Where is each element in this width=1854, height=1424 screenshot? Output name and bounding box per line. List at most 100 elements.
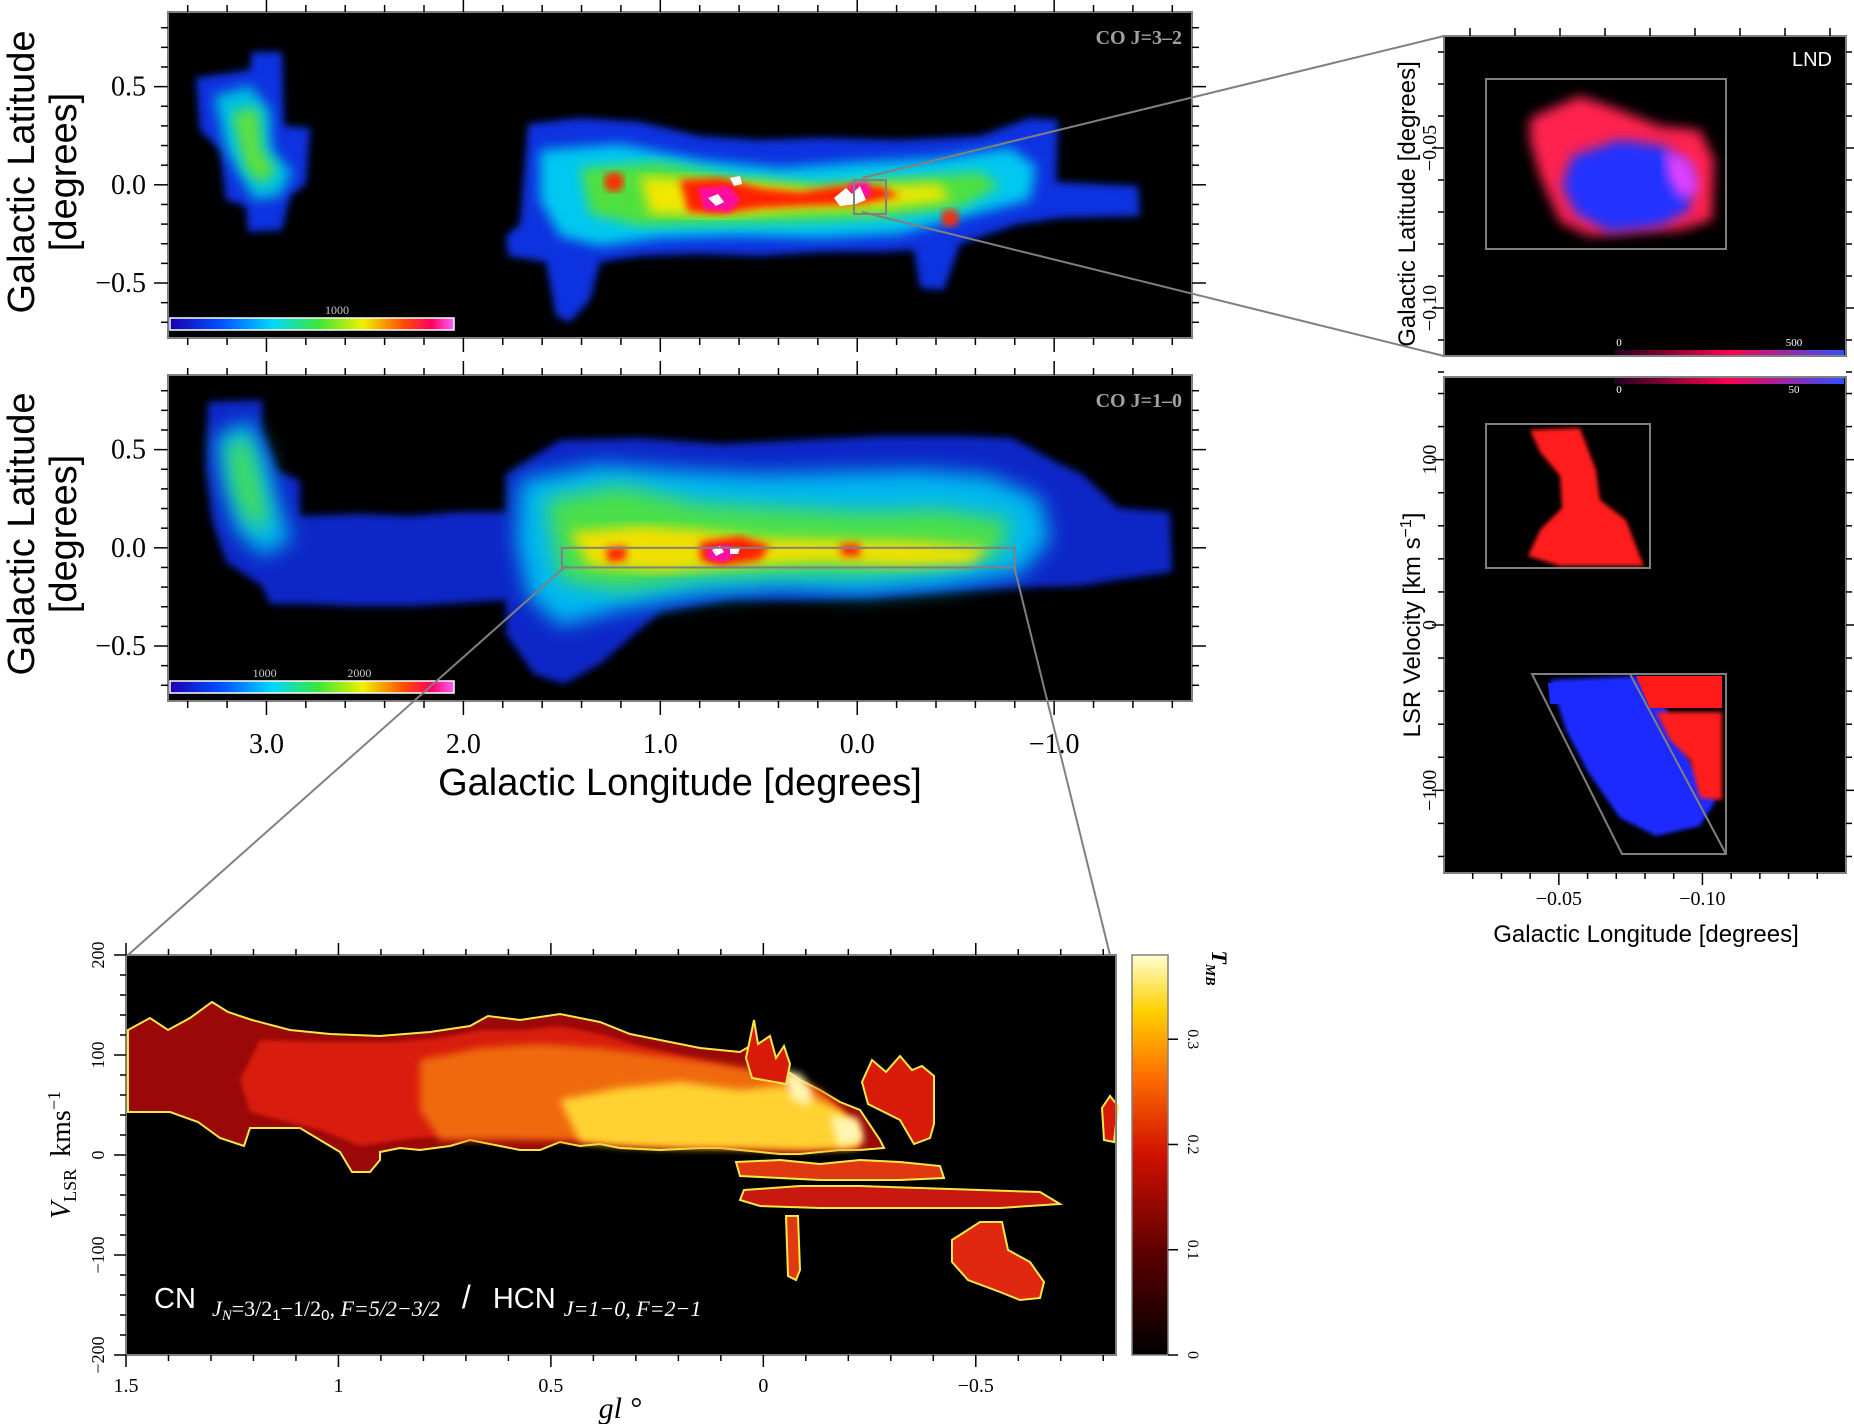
co10-emission: [206, 400, 1172, 684]
co32-frame: [167, 11, 1193, 339]
co32-ylabel-line2: [degrees]: [43, 93, 85, 251]
lnd-pv-red-lower: [1656, 712, 1722, 800]
co32-panel: 1000 CO J=3–2 0.5 0.0 −0.5 Galactic Latitu…: [1, 0, 1206, 352]
y-tick-label: 0: [88, 1151, 108, 1160]
lnd-map-blue: [1562, 140, 1690, 232]
lnd-pv-colorbar-ticks: 0 50: [1616, 384, 1800, 396]
y-tick-label: −0.05: [1419, 125, 1441, 171]
co32-label: CO J=3–2: [1096, 27, 1182, 49]
cn-hcn-x-ticks: 1.5 1 0.5 0 −0.5: [114, 943, 1105, 1397]
co32-colorbar-ticks: 1000: [325, 303, 349, 317]
x-tick-label: 2.0: [446, 729, 481, 760]
y-tick-label: −200: [88, 1336, 108, 1373]
co32-emission-white: [708, 176, 866, 206]
y-tick-label: −0.10: [1419, 285, 1441, 331]
co32-x-ticks: [186, 0, 1174, 352]
lnd-pv-ylabel: LSR Velocity [km s−1]: [1398, 513, 1426, 738]
lnd-pv-ylabel-sup: −1: [1398, 519, 1415, 537]
x-tick-label: 1.5: [114, 1375, 139, 1397]
lnd-pv-box-upper: [1485, 423, 1651, 569]
co32-ylabel-line1: Galactic Latitude: [1, 30, 43, 313]
cn-hcn-emission-band-2: [738, 1185, 1064, 1209]
x-tick-label: −0.10: [1679, 888, 1725, 910]
lnd-pv-ylabel-end: ]: [1399, 513, 1426, 520]
lnd-map-emission: [1530, 96, 1714, 236]
y-tick-label: 0.0: [111, 170, 146, 201]
cn-hcn-ylabel: VLSRkms−1: [44, 1091, 80, 1219]
colorbar-tick-label: 2000: [347, 666, 371, 680]
lnd-map-frame: [1443, 35, 1847, 357]
lnd-map-colorbar: [1614, 350, 1844, 355]
co32-lnd-zoom-box: [853, 179, 887, 215]
co10-xlabel: Galactic Longitude [degrees]: [438, 762, 922, 804]
colorbar-tick-label: 500: [1786, 337, 1803, 349]
lnd-map-panel: 0 500 LND −0.05 −0.10 Galactic Latitude [d…: [1394, 28, 1854, 373]
connector-co32-to-lnd-top: [861, 35, 1445, 179]
cn-hcn-colorbar-ticks: 0 0.1 0.2 0.3: [1168, 1029, 1201, 1359]
cn-hcn-emission: [127, 1000, 1120, 1302]
cn-hcn-plot-area: [126, 955, 1116, 1355]
x-tick-label: 0.0: [840, 729, 875, 760]
lnd-pv-xlabel: Galactic Longitude [degrees]: [1493, 921, 1799, 948]
lnd-pv-red-upper: [1528, 428, 1644, 566]
y-tick-label: −0.5: [95, 268, 146, 299]
lnd-map-colorbar-ticks: 0 500: [1616, 337, 1803, 349]
co32-emission-red-spot-2: [941, 209, 959, 227]
co10-inset-box: [560, 546, 1016, 569]
colorbar-tick-label: 0.3: [1184, 1029, 1201, 1049]
x-tick-label: 0: [758, 1375, 768, 1397]
cn-hcn-xlabel: gl °: [599, 1392, 642, 1424]
cn-hcn-emission-yellow: [560, 1082, 860, 1150]
lnd-pv-diagonal: [1629, 673, 1727, 855]
y-tick-label: 200: [88, 942, 108, 969]
lnd-map-box: [1485, 78, 1727, 250]
colorbar-tick-label: 1000: [325, 303, 349, 317]
co10-ylabel-line1: Galactic Latitude: [1, 392, 43, 675]
colorbar-tick-label: 0: [1616, 337, 1622, 349]
colorbar-tick-label: 50: [1789, 384, 1801, 396]
y-tick-label: 0: [1419, 620, 1441, 630]
connector-co10-to-cn-right: [1013, 565, 1111, 956]
y-tick-label: −0.5: [95, 631, 146, 662]
x-tick-label: 3.0: [249, 729, 284, 760]
co10-frame: [167, 374, 1193, 702]
y-tick-label: 0.5: [111, 435, 146, 466]
x-tick-label: −0.05: [1536, 888, 1582, 910]
lnd-map-ylabel: Galactic Latitude [degrees]: [1394, 61, 1421, 347]
x-tick-label: 1: [333, 1375, 343, 1397]
y-tick-label: 100: [88, 1042, 108, 1069]
lnd-pv-y-ticks: 100 0 −100: [1419, 392, 1854, 858]
cn-hcn-panel: 0 0.1 0.2 0.3 TMB 1.5 1 0.5 0 −0.5 200 100 0 −100 −…: [44, 942, 1232, 1424]
cn-hcn-emission-band-1: [734, 1158, 946, 1181]
cn-hcn-emission-drip: [784, 1215, 802, 1282]
connector-co32-to-lnd-bottom: [861, 211, 1445, 357]
cn-hcn-title: CN JN=3/21−1/20, F=5/2−3/2 / HCN J=1−0, …: [154, 1279, 701, 1324]
lnd-pv-blue-lower: [1550, 676, 1716, 836]
cn-hcn-emission-pale: [780, 1070, 864, 1146]
co10-ylabel-line2: [degrees]: [43, 455, 85, 613]
lnd-pv-panel: 0 50 −0.05 −0.10 100 0 −100 LSR Velocity [km…: [1398, 376, 1854, 948]
y-tick-label: 0.5: [111, 72, 146, 103]
co10-label: CO J=1–0: [1096, 390, 1182, 412]
y-tick-label: 0.0: [111, 533, 146, 564]
y-tick-label: −100: [88, 1236, 108, 1273]
co32-y-ticks: 0.5 0.0 −0.5: [95, 26, 1206, 324]
lnd-pv-red-band: [1636, 676, 1722, 708]
lnd-pv-ylabel-main: LSR Velocity [km s: [1399, 537, 1426, 737]
x-tick-label: −0.5: [958, 1375, 994, 1397]
x-tick-label: 0.5: [538, 1375, 563, 1397]
lnd-map-y-ticks: −0.05 −0.10: [1419, 28, 1854, 373]
co10-panel: 1000 2000 CO J=1–0 3.0 2.0 1.0 0.0 −1.0 0.50.…: [1, 361, 1206, 804]
cn-hcn-colorbar-gradient: [1131, 954, 1169, 1356]
x-tick-label: 1.0: [643, 729, 678, 760]
co32-emission-green-left: [232, 108, 276, 184]
colorbar-tick-label: 0.1: [1184, 1240, 1201, 1260]
co32-emission: [196, 52, 1140, 322]
connector-co10-to-cn-left: [127, 565, 567, 956]
colorbar-tick-label: 0.2: [1184, 1134, 1201, 1154]
co32-colorbar: 1000: [169, 303, 455, 331]
co32-emission-red-spot-1: [604, 172, 624, 192]
lnd-pv-emission: [1528, 428, 1722, 836]
x-tick-label: −1.0: [1029, 729, 1080, 760]
y-tick-label: −100: [1419, 770, 1441, 811]
